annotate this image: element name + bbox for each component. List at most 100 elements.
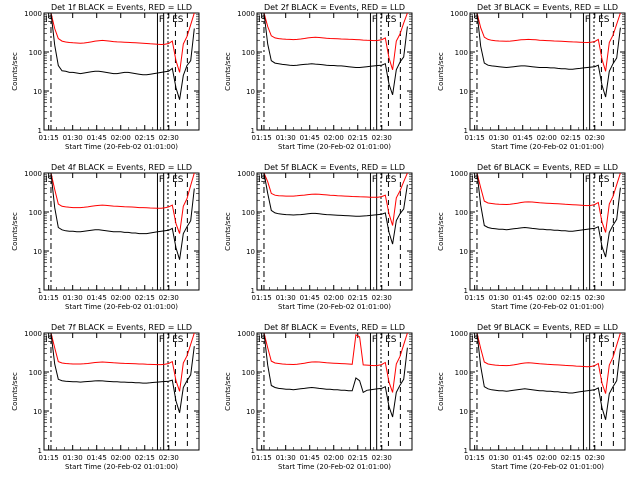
x-tick-label: 02:30 xyxy=(585,454,605,462)
y-tick-label: 10 xyxy=(459,248,468,256)
x-tick-label: 02:15 xyxy=(561,454,581,462)
x-tick-label: 02:30 xyxy=(585,134,605,142)
y-tick-label: 100 xyxy=(455,369,468,377)
series-lld-line xyxy=(263,173,408,226)
x-tick-label: 01:45 xyxy=(513,134,533,142)
y-tick-label: 100 xyxy=(455,209,468,217)
y-tick-label: 100 xyxy=(29,49,42,57)
interval-marker-label: ES xyxy=(172,335,184,345)
x-tick-label: 02:00 xyxy=(324,454,344,462)
series-lld-line xyxy=(50,13,195,73)
panel-det-2: Det 2f BLACK = Events, RED = LLD 1 10 100 10… xyxy=(224,3,413,151)
y-tick-label: 10 xyxy=(246,248,255,256)
interval-marker-label: IS xyxy=(471,175,480,185)
series-events-line xyxy=(263,13,408,95)
y-tick-label: 1 xyxy=(251,127,255,135)
series-lld-line xyxy=(476,13,621,72)
y-axis-label: Counts/sec xyxy=(437,52,445,91)
x-tick-label: 02:00 xyxy=(324,294,344,302)
x-axis-label: Start Time (20-Feb-02 01:01:00) xyxy=(278,143,391,151)
interval-marker-label: F xyxy=(585,15,590,25)
x-tick-label: 02:15 xyxy=(135,134,155,142)
interval-marker-label: F xyxy=(585,175,590,185)
interval-marker-label: IS xyxy=(258,175,267,185)
x-tick-label: 01:30 xyxy=(276,454,296,462)
x-tick-label: 02:00 xyxy=(111,134,131,142)
y-tick-label: 10 xyxy=(459,408,468,416)
x-tick-label: 01:30 xyxy=(489,454,509,462)
interval-marker-label: F xyxy=(372,335,377,345)
series-lld-line xyxy=(263,333,408,393)
panel-title: Det 9f BLACK = Events, RED = LLD xyxy=(477,323,618,332)
interval-marker-label: IS xyxy=(258,335,267,345)
x-axis-label: Start Time (20-Feb-02 01:01:00) xyxy=(491,143,604,151)
x-tick-label: 01:30 xyxy=(63,454,83,462)
y-tick-label: 100 xyxy=(29,209,42,217)
y-tick-label: 1 xyxy=(464,447,468,455)
series-events-line xyxy=(476,333,621,420)
x-tick-label: 02:15 xyxy=(348,294,368,302)
y-tick-label: 1 xyxy=(251,447,255,455)
x-tick-label: 01:15 xyxy=(39,294,59,302)
y-axis-label: Counts/sec xyxy=(224,212,232,251)
panel-det-8: Det 8f BLACK = Events, RED = LLD 1 10 100 10… xyxy=(224,323,413,471)
interval-marker-label: ES xyxy=(385,15,397,25)
x-tick-label: 01:30 xyxy=(63,134,83,142)
x-tick-label: 01:15 xyxy=(39,454,59,462)
x-tick-label: 02:30 xyxy=(159,454,179,462)
y-tick-label: 10 xyxy=(246,408,255,416)
series-lld-line xyxy=(476,333,621,394)
x-tick-label: 01:15 xyxy=(465,294,485,302)
panel-title: Det 6f BLACK = Events, RED = LLD xyxy=(477,163,618,172)
y-axis-label: Counts/sec xyxy=(224,52,232,91)
x-axis-label: Start Time (20-Feb-02 01:01:00) xyxy=(65,463,178,471)
x-tick-label: 01:45 xyxy=(300,454,320,462)
x-tick-label: 02:15 xyxy=(561,134,581,142)
interval-marker-label: F xyxy=(159,175,164,185)
y-tick-label: 1 xyxy=(464,127,468,135)
x-axis-label: Start Time (20-Feb-02 01:01:00) xyxy=(278,303,391,311)
interval-marker-label: IS xyxy=(45,175,54,185)
x-tick-label: 02:15 xyxy=(135,454,155,462)
x-axis-label: Start Time (20-Feb-02 01:01:00) xyxy=(65,143,178,151)
panel-title: Det 8f BLACK = Events, RED = LLD xyxy=(264,323,405,332)
interval-marker-label: ES xyxy=(598,335,610,345)
y-tick-label: 1000 xyxy=(450,10,468,18)
interval-marker-label: ES xyxy=(385,335,397,345)
y-tick-label: 10 xyxy=(33,248,42,256)
plot-frame xyxy=(256,172,413,291)
panel-det-9: Det 9f BLACK = Events, RED = LLD 1 10 100 10… xyxy=(437,323,626,471)
x-tick-label: 02:00 xyxy=(537,454,557,462)
x-axis-label: Start Time (20-Feb-02 01:01:00) xyxy=(491,303,604,311)
y-tick-label: 1000 xyxy=(450,330,468,338)
panel-det-7: Det 7f BLACK = Events, RED = LLD 1 10 100 10… xyxy=(11,323,200,471)
x-tick-label: 02:00 xyxy=(111,454,131,462)
y-tick-label: 1 xyxy=(38,127,42,135)
x-tick-label: 02:30 xyxy=(372,294,392,302)
y-tick-label: 1 xyxy=(38,287,42,295)
series-lld-line xyxy=(50,173,195,234)
y-tick-label: 10 xyxy=(33,88,42,96)
y-tick-label: 1000 xyxy=(237,170,255,178)
y-axis-label: Counts/sec xyxy=(437,212,445,251)
interval-marker-label: IS xyxy=(45,335,54,345)
x-axis-label: Start Time (20-Feb-02 01:01:00) xyxy=(65,303,178,311)
interval-marker-label: IS xyxy=(471,335,480,345)
plot-frame xyxy=(43,12,200,131)
y-tick-label: 1000 xyxy=(24,170,42,178)
series-events-line xyxy=(50,333,195,413)
panel-title: Det 5f BLACK = Events, RED = LLD xyxy=(264,163,405,172)
plot-frame xyxy=(43,332,200,451)
plot-frame xyxy=(469,332,626,451)
panel-det-5: Det 5f BLACK = Events, RED = LLD 1 10 100 10… xyxy=(224,163,413,311)
x-tick-label: 02:00 xyxy=(111,294,131,302)
y-tick-label: 10 xyxy=(246,88,255,96)
interval-marker-label: ES xyxy=(598,175,610,185)
x-tick-label: 01:45 xyxy=(87,294,107,302)
x-tick-label: 01:45 xyxy=(513,454,533,462)
interval-marker-label: IS xyxy=(45,15,54,25)
y-tick-label: 1000 xyxy=(237,10,255,18)
x-tick-label: 01:30 xyxy=(489,294,509,302)
x-tick-label: 02:15 xyxy=(561,294,581,302)
panel-title: Det 7f BLACK = Events, RED = LLD xyxy=(51,323,192,332)
